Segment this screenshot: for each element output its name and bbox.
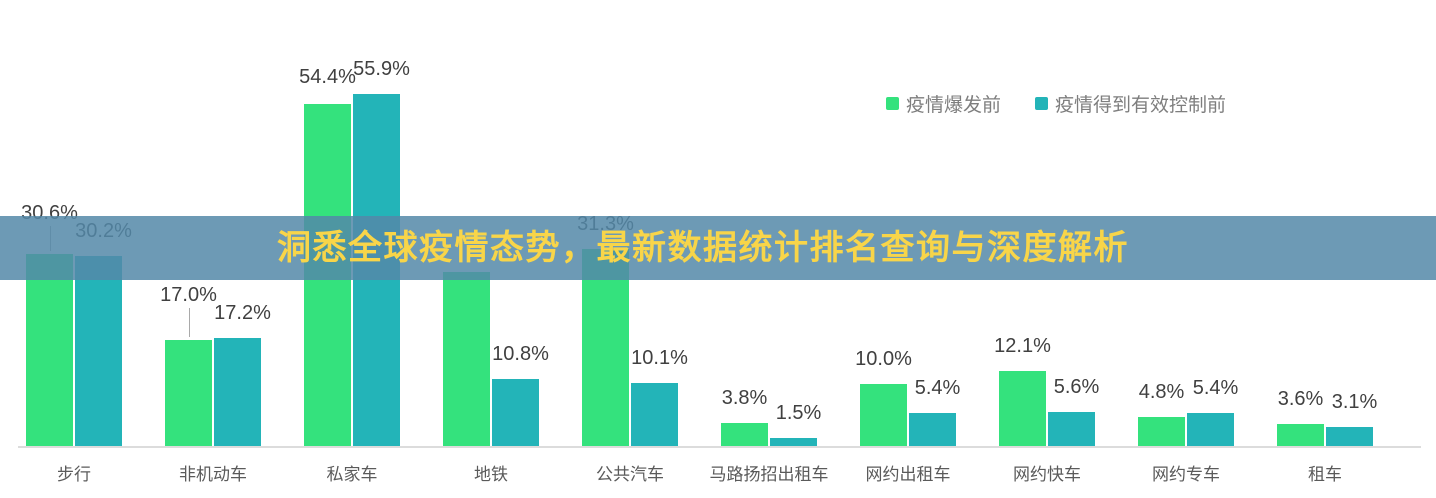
value-label-before-outbreak-9: 3.6%	[1277, 388, 1324, 410]
bar-before-control-3	[492, 379, 539, 447]
bar-before-control-9	[1326, 427, 1373, 447]
legend-item-before-outbreak[interactable]: 疫情爆发前	[886, 90, 1001, 117]
bar-before-control-1	[214, 338, 261, 447]
bar-before-control-7	[1048, 412, 1095, 447]
legend-item-before-control[interactable]: 疫情得到有效控制前	[1035, 90, 1226, 117]
value-label-before-control-1: 17.2%	[214, 302, 271, 324]
value-label-before-control-5: 1.5%	[775, 402, 822, 424]
category-label-4: 公共汽车	[596, 465, 664, 484]
legend-swatch-green	[886, 97, 899, 110]
value-label-before-outbreak-5: 3.8%	[721, 387, 768, 409]
legend-swatch-teal	[1035, 97, 1049, 110]
bar-before-outbreak-9	[1277, 424, 1324, 447]
value-label-before-control-6: 5.4%	[914, 377, 961, 399]
bar-before-outbreak-3	[443, 272, 490, 447]
chart-legend: 疫情爆发前 疫情得到有效控制前	[886, 90, 1226, 117]
category-label-8: 网约专车	[1152, 465, 1220, 484]
value-label-before-control-9: 3.1%	[1331, 391, 1378, 413]
value-label-before-control-7: 5.6%	[1053, 376, 1100, 398]
bar-before-control-8	[1187, 413, 1234, 447]
bar-before-outbreak-7	[999, 371, 1046, 447]
category-label-0: 步行	[57, 465, 91, 484]
value-label-before-outbreak-1: 17.0%	[160, 284, 217, 306]
bar-before-outbreak-6	[860, 384, 907, 447]
x-axis-line	[18, 446, 1421, 448]
legend-label: 疫情得到有效控制前	[1055, 95, 1227, 116]
category-label-2: 私家车	[326, 465, 378, 484]
category-label-3: 地铁	[474, 465, 508, 484]
value-label-before-control-4: 10.1%	[631, 347, 688, 369]
value-label-before-control-3: 10.8%	[492, 343, 549, 365]
bar-before-control-6	[909, 413, 956, 447]
category-label-5: 马路扬招出租车	[709, 465, 829, 484]
bar-before-control-4	[631, 383, 678, 447]
value-label-before-control-8: 5.4%	[1192, 377, 1239, 399]
bar-before-outbreak-8	[1138, 417, 1185, 447]
category-label-7: 网约快车	[1013, 465, 1081, 484]
value-label-before-outbreak-7: 12.1%	[994, 335, 1051, 357]
category-label-9: 租车	[1308, 465, 1342, 484]
headline-banner-band: 洞悉全球疫情态势，最新数据统计排名查询与深度解析	[0, 216, 1436, 280]
value-label-before-control-2: 55.9%	[353, 58, 410, 80]
bar-before-control-5	[770, 438, 817, 447]
bar-before-outbreak-4	[582, 249, 629, 447]
legend-label: 疫情爆发前	[906, 95, 1002, 116]
value-label-before-outbreak-8: 4.8%	[1138, 381, 1185, 403]
label-leader-line	[188, 308, 190, 337]
bar-before-outbreak-1	[165, 340, 212, 447]
bar-before-outbreak-5	[721, 423, 768, 447]
category-label-6: 网约出租车	[865, 465, 951, 484]
value-label-before-outbreak-2: 54.4%	[299, 66, 356, 88]
category-label-1: 非机动车	[179, 465, 247, 484]
headline-title: 洞悉全球疫情态势，最新数据统计排名查询与深度解析	[277, 229, 1129, 267]
bar-before-outbreak-0	[26, 254, 73, 447]
value-label-before-outbreak-6: 10.0%	[855, 348, 912, 370]
bar-before-control-0	[75, 256, 122, 447]
